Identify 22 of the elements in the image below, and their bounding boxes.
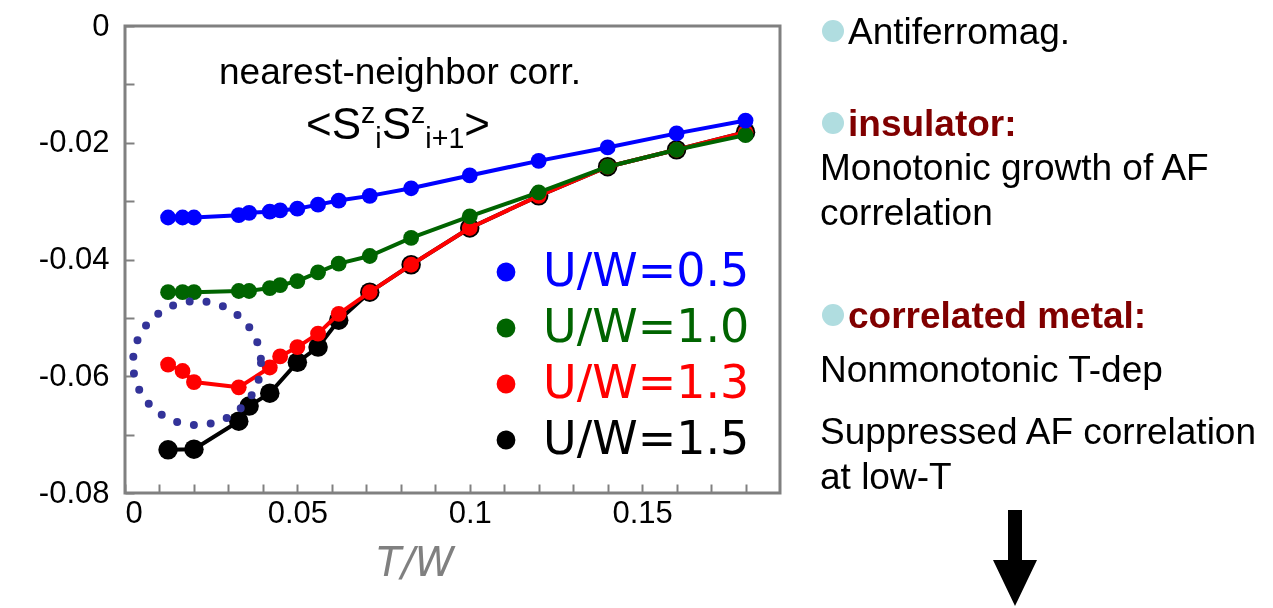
- x-tick-label: 0.1: [448, 494, 492, 530]
- annotation: <S$^{z}$$_{i}$S$^{z}$$_{i+1}$>: [305, 97, 491, 156]
- legend-label: U/W=1.5: [543, 411, 750, 465]
- legend-label: U/W=1.0: [543, 299, 750, 353]
- x-axis-title: T/W: [376, 538, 456, 585]
- text: Antiferromag.: [848, 10, 1072, 54]
- text: correlated metal:: [848, 294, 1148, 338]
- y-tick-label: -0.06: [38, 357, 110, 393]
- x-tick-label: 0.15: [612, 494, 673, 530]
- y-tick-label: -0.04: [38, 241, 110, 276]
- x-tick-label: 0.05: [267, 494, 329, 530]
- y-tick-label: 0: [92, 7, 110, 43]
- text: Suppressed AF correlation at low-T: [820, 410, 1257, 499]
- text: insulator:: [848, 102, 1018, 146]
- y-tick-label: -0.08: [38, 474, 110, 510]
- legend-label: U/W=1.3: [543, 355, 750, 409]
- text: Monotonic growth of AF correlation: [820, 146, 1210, 235]
- y-tick-label: -0.02: [38, 124, 110, 160]
- x-tick-label: 0: [125, 494, 143, 530]
- legend-label: U/W=0.5: [543, 243, 750, 297]
- text: Nonmonotonic T-dep: [820, 348, 1164, 392]
- annotation: nearest-neighbor corr.: [219, 51, 581, 93]
